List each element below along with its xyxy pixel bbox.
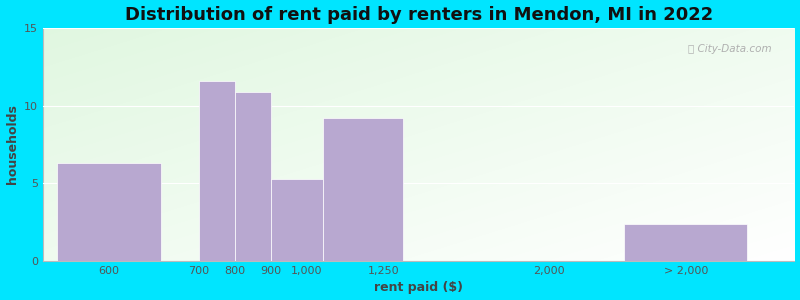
Title: Distribution of rent paid by renters in Mendon, MI in 2022: Distribution of rent paid by renters in … xyxy=(125,6,713,24)
Y-axis label: households: households xyxy=(6,104,18,184)
Bar xyxy=(57,163,161,261)
Bar xyxy=(624,224,747,261)
Bar xyxy=(322,118,403,261)
X-axis label: rent paid ($): rent paid ($) xyxy=(374,281,463,294)
Bar xyxy=(199,81,235,261)
Text: ⓘ City-Data.com: ⓘ City-Data.com xyxy=(688,44,772,54)
Bar xyxy=(270,179,322,261)
Bar xyxy=(235,92,270,261)
